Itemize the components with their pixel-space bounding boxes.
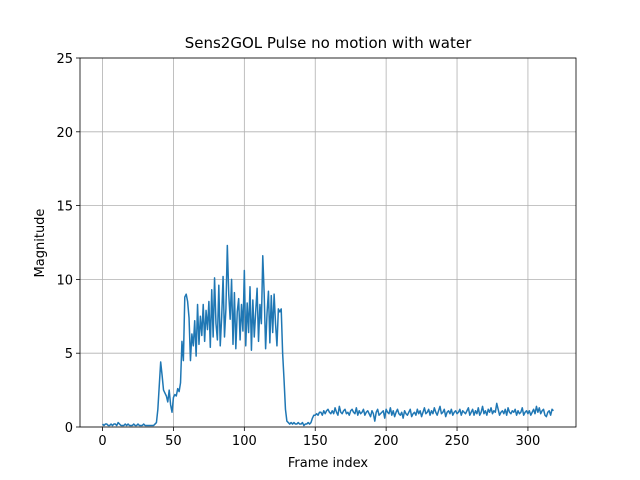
x-tick-label: 100 (232, 434, 257, 449)
chart-title: Sens2GOL Pulse no motion with water (185, 34, 472, 52)
x-tick-label: 300 (516, 434, 541, 449)
y-tick-label: 15 (56, 200, 73, 215)
data-line (102, 244, 554, 427)
y-tick-label: 25 (56, 52, 73, 67)
y-axis-label: Magnitude (33, 209, 48, 278)
x-tick-label: 150 (303, 434, 328, 449)
x-tick-label: 0 (98, 434, 106, 449)
x-tick-label: 50 (165, 434, 182, 449)
x-tick-label: 200 (374, 434, 399, 449)
plot-frame (79, 57, 577, 428)
y-tick-label: 10 (56, 273, 73, 288)
y-tick-label: 5 (65, 347, 73, 362)
x-tick-label: 250 (445, 434, 470, 449)
x-axis-label: Frame index (288, 456, 369, 471)
y-tick-label: 20 (56, 126, 73, 141)
y-tick-label: 0 (65, 421, 73, 436)
